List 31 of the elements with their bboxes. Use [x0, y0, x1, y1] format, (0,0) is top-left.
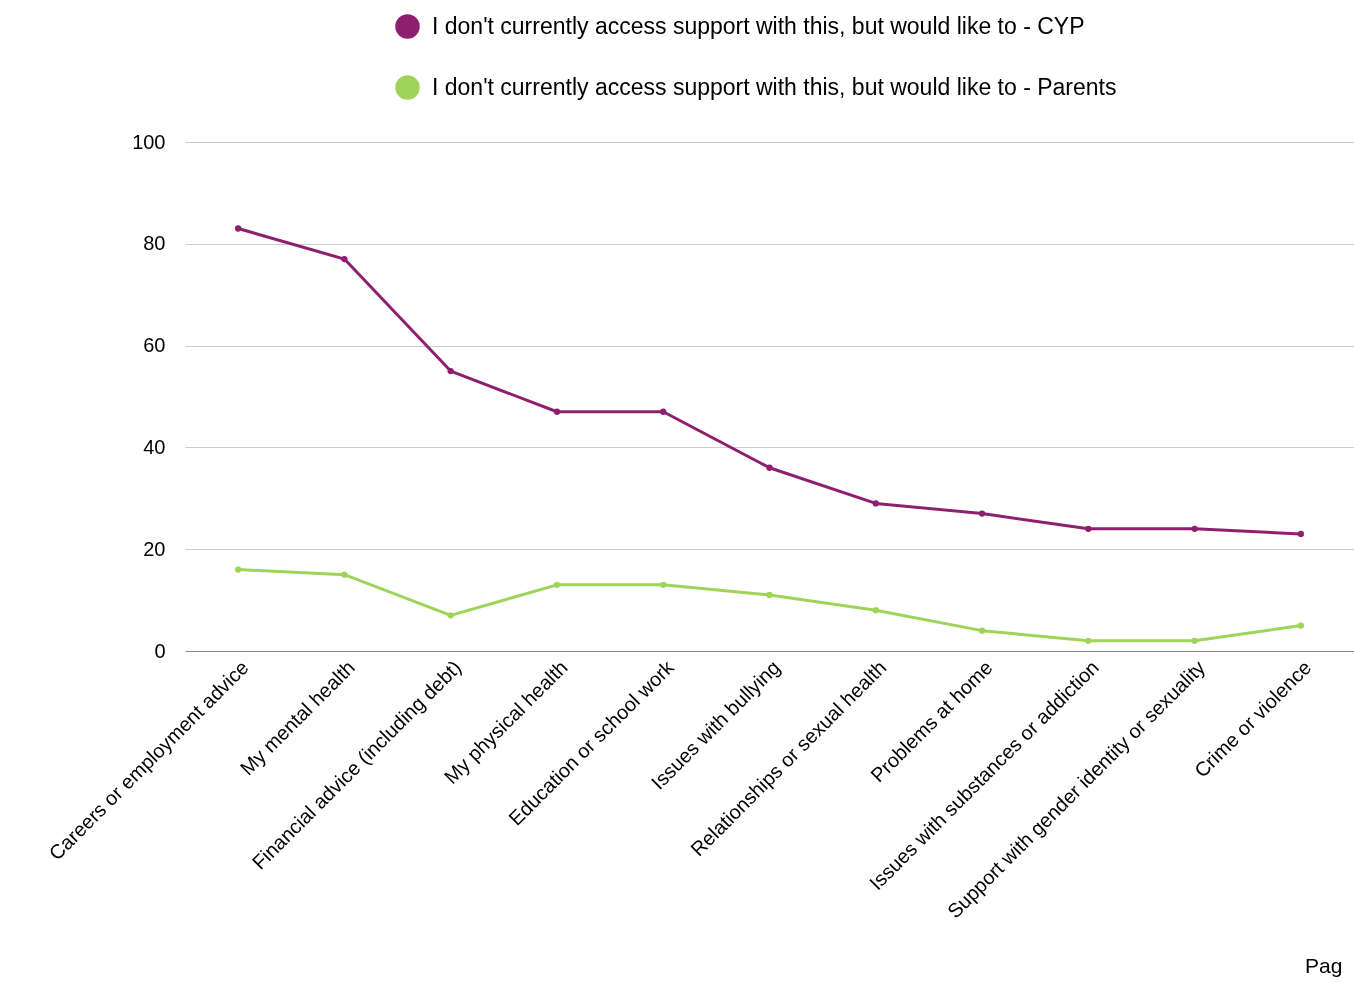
y-tick-label: 0 — [154, 639, 166, 662]
point — [872, 607, 879, 614]
point — [341, 571, 348, 578]
point — [1085, 525, 1092, 532]
point — [553, 581, 561, 588]
y-tick-label: 100 — [132, 130, 166, 153]
point — [872, 500, 879, 507]
point — [1297, 622, 1305, 629]
y-tick-label: 40 — [143, 435, 166, 458]
point — [660, 581, 667, 588]
point — [234, 566, 242, 573]
point — [1191, 525, 1198, 532]
y-tick-label: 60 — [143, 334, 166, 357]
point — [1297, 530, 1305, 538]
point — [447, 612, 454, 619]
point — [766, 464, 773, 471]
point — [978, 627, 986, 634]
point — [234, 225, 242, 232]
y-tick-label: 80 — [143, 232, 166, 255]
legend-label: I don't currently access support with this, but would like to - Parents — [432, 73, 1117, 100]
point — [1191, 637, 1198, 644]
point — [553, 408, 561, 415]
point — [1085, 637, 1092, 644]
y-tick-label: 20 — [143, 537, 166, 560]
point — [341, 255, 348, 263]
point — [978, 510, 986, 517]
point — [447, 367, 454, 375]
legend-label: I don't currently access support with this, but would like to - CYP — [432, 12, 1085, 39]
point — [660, 408, 667, 415]
text: Pag — [1305, 954, 1343, 977]
point — [766, 591, 773, 599]
